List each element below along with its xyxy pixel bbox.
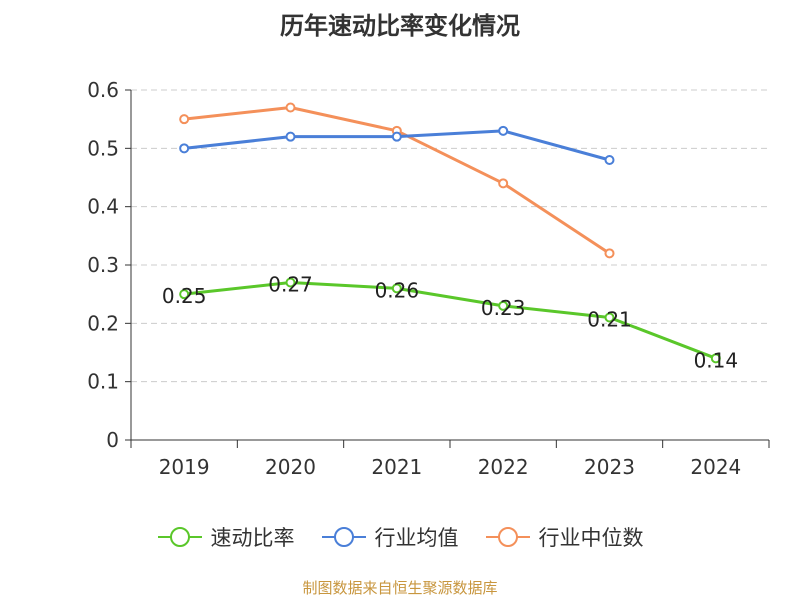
data-point-0 (604, 312, 615, 323)
data-point-0 (498, 300, 509, 311)
legend-swatch-industry-average (321, 527, 366, 547)
legend-label-industry-average: 行业均值 (374, 526, 459, 550)
y-tick-label: 0.1 (87, 370, 119, 394)
legend-item-industry-median[interactable]: 行业中位数 (485, 522, 644, 552)
legend-swatch-quick-ratio (157, 527, 202, 547)
x-tick-label: 2022 (478, 455, 529, 479)
data-source-note: 制图数据来自恒生聚源数据库 (302, 579, 498, 597)
data-point-1 (285, 131, 296, 142)
legend: 速动比率 行业均值 行业中位数 (0, 522, 800, 552)
data-point-0 (710, 353, 721, 364)
x-tick-label: 2024 (690, 455, 741, 479)
data-label: 0.23 (481, 296, 526, 320)
y-tick-label: 0.5 (87, 136, 119, 160)
data-point-1 (604, 155, 615, 165)
data-point-0 (285, 277, 296, 288)
x-tick-label: 2020 (265, 455, 316, 479)
legend-item-quick-ratio[interactable]: 速动比率 (157, 522, 295, 552)
legend-label-industry-median: 行业中位数 (538, 526, 644, 550)
x-tick-label: 2021 (371, 455, 422, 479)
data-point-1 (179, 143, 190, 154)
y-tick-label: 0.3 (87, 253, 119, 277)
y-tick-label: 0.2 (87, 311, 119, 335)
data-point-0 (179, 289, 190, 300)
data-label: 0.14 (694, 348, 739, 372)
data-point-2 (604, 248, 615, 259)
data-label: 0.27 (268, 273, 313, 297)
data-point-1 (498, 125, 509, 136)
y-tick-label: 0.6 (87, 78, 119, 102)
legend-swatch-industry-median (485, 527, 530, 547)
data-label: 0.25 (162, 284, 207, 308)
chart-title: 历年速动比率变化情况 (280, 12, 520, 40)
series-line-0 (184, 281, 717, 360)
data-point-2 (498, 178, 509, 189)
legend-label-quick-ratio: 速动比率 (210, 526, 295, 550)
data-point-2 (179, 114, 190, 125)
data-label: 0.26 (375, 278, 420, 302)
legend-item-industry-average[interactable]: 行业均值 (321, 522, 459, 552)
x-tick-label: 2023 (584, 455, 635, 479)
data-label: 0.21 (587, 308, 632, 332)
y-tick-label: 0 (106, 428, 119, 452)
data-point-2 (285, 102, 296, 113)
data-point-0 (391, 283, 402, 294)
y-tick-label: 0.4 (87, 195, 119, 219)
data-point-1 (391, 131, 402, 142)
x-tick-label: 2019 (159, 455, 210, 479)
